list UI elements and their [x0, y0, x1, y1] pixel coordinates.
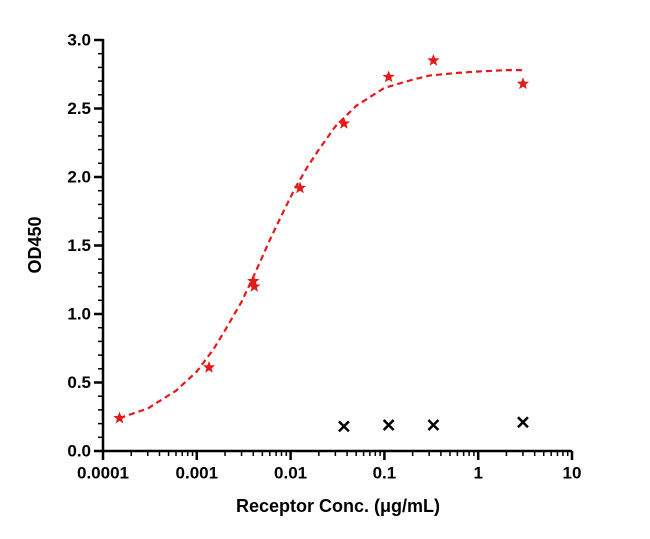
- x-tick-label: 1: [473, 463, 482, 482]
- y-tick-label: 2.0: [67, 167, 91, 186]
- star-point: [516, 77, 530, 90]
- x-tick-label: 0.0001: [77, 463, 129, 482]
- star-point: [382, 70, 395, 83]
- x-tick-label: 10: [563, 463, 582, 482]
- x-tick-label: 0.001: [176, 463, 219, 482]
- star-point: [293, 181, 307, 194]
- star-point: [427, 54, 440, 66]
- star-point: [202, 360, 216, 373]
- fit-curve: [119, 69, 523, 420]
- x-point: [427, 419, 440, 431]
- y-tick-label: 2.5: [67, 99, 91, 118]
- y-axis-title: OD450: [25, 216, 45, 273]
- y-tick-label: 0.5: [67, 373, 91, 392]
- y-tick-label: 3.0: [67, 30, 91, 49]
- x-axis-title: Receptor Conc. (μg/mL): [236, 496, 440, 516]
- x-point: [338, 420, 350, 433]
- x-point: [517, 416, 529, 429]
- star-point: [247, 274, 260, 287]
- y-tick-label: 1.5: [67, 236, 91, 255]
- x-tick-label: 0.1: [373, 463, 397, 482]
- y-tick-label: 1.0: [67, 304, 91, 323]
- x-point: [382, 419, 395, 431]
- x-tick-label: 0.01: [274, 463, 307, 482]
- star-point: [337, 117, 351, 129]
- star-point: [248, 280, 261, 292]
- y-tick-label: 0.0: [67, 441, 91, 460]
